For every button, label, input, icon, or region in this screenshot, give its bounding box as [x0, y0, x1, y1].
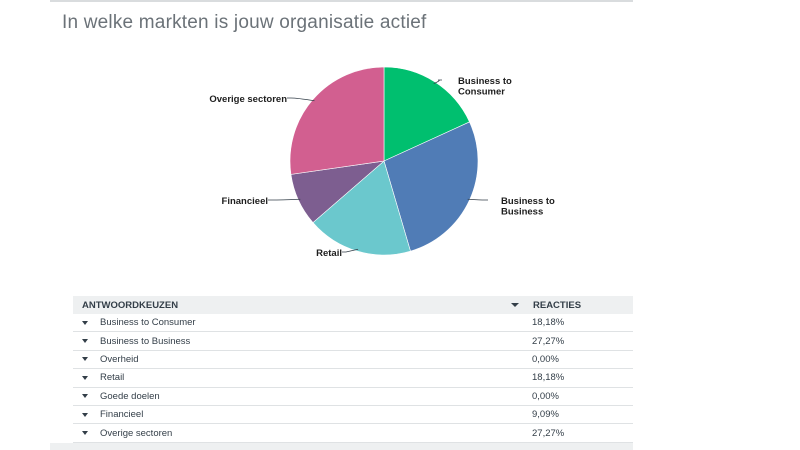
pie-slice[interactable] — [383, 66, 470, 162]
table-row: Overheid 0,00% — [73, 351, 633, 370]
slice-label: Business to Business — [501, 196, 555, 218]
response-percent: 27,27% — [532, 335, 565, 347]
answer-choice-label: Overige sectoren — [100, 427, 173, 439]
table-row: Retail 18,18% — [73, 369, 633, 388]
expand-caret-icon[interactable] — [82, 357, 88, 362]
slice-label: Financieel — [222, 196, 268, 207]
table-row: Business to Consumer 18,18% — [73, 314, 633, 333]
expand-caret-icon[interactable] — [82, 320, 88, 325]
table-row: Financieel 9,09% — [73, 406, 633, 425]
answer-choice-label: Business to Business — [100, 335, 191, 347]
table-row: Goede doelen 0,00% — [73, 388, 633, 406]
answer-choice-label: Overheid — [100, 353, 139, 365]
expand-caret-icon[interactable] — [82, 339, 88, 344]
answer-choices-header-label: ANTWOORDKEUZEN — [82, 299, 179, 311]
slice-leader-line — [287, 97, 315, 102]
top-divider — [50, 0, 633, 2]
answer-choice-label: Retail — [100, 372, 125, 384]
slice-leader-line — [433, 79, 442, 84]
table-footer — [50, 443, 633, 450]
response-percent: 9,09% — [532, 409, 559, 421]
pie-chart: Business to Consumer Business to Business Re… — [209, 66, 555, 259]
answer-choices-header[interactable]: ANTWOORDKEUZEN — [73, 300, 525, 311]
pie-slice[interactable] — [383, 121, 479, 252]
response-percent: 27,27% — [532, 427, 565, 439]
slice-label: Retail — [316, 248, 342, 259]
slice-label: Business to Consumer — [458, 76, 512, 98]
expand-caret-icon[interactable] — [82, 412, 88, 417]
slice-label: Overige sectoren — [209, 94, 287, 105]
response-percent: 18,18% — [532, 317, 565, 329]
slice-leader-line — [268, 198, 301, 201]
table-body: Business to Consumer 18,18% Business to Bu… — [73, 314, 633, 443]
expand-caret-icon[interactable] — [82, 394, 88, 399]
response-percent: 18,18% — [532, 372, 565, 384]
expand-caret-icon[interactable] — [82, 431, 88, 436]
responses-header: REACTIES — [533, 299, 582, 311]
answer-choice-label: Financieel — [100, 409, 144, 421]
table-row: Overige sectoren 27,27% — [73, 424, 633, 443]
response-percent: 0,00% — [532, 353, 559, 365]
slice-leader-line — [342, 248, 359, 253]
slice-leader-line — [467, 198, 488, 201]
sort-caret-icon[interactable] — [511, 303, 519, 307]
table-header: ANTWOORDKEUZEN REACTIES — [73, 296, 633, 314]
question-title: In welke markten is jouw organisatie act… — [62, 12, 427, 33]
response-percent: 0,00% — [532, 390, 559, 402]
pie-slice[interactable] — [312, 160, 411, 256]
responses-table: ANTWOORDKEUZEN REACTIES Business to Cons… — [73, 296, 633, 443]
expand-caret-icon[interactable] — [82, 375, 88, 380]
answer-choice-label: Business to Consumer — [100, 317, 196, 329]
answer-choice-label: Goede doelen — [100, 390, 160, 402]
pie-slice[interactable] — [289, 66, 385, 175]
table-row: Business to Business 27,27% — [73, 332, 633, 351]
